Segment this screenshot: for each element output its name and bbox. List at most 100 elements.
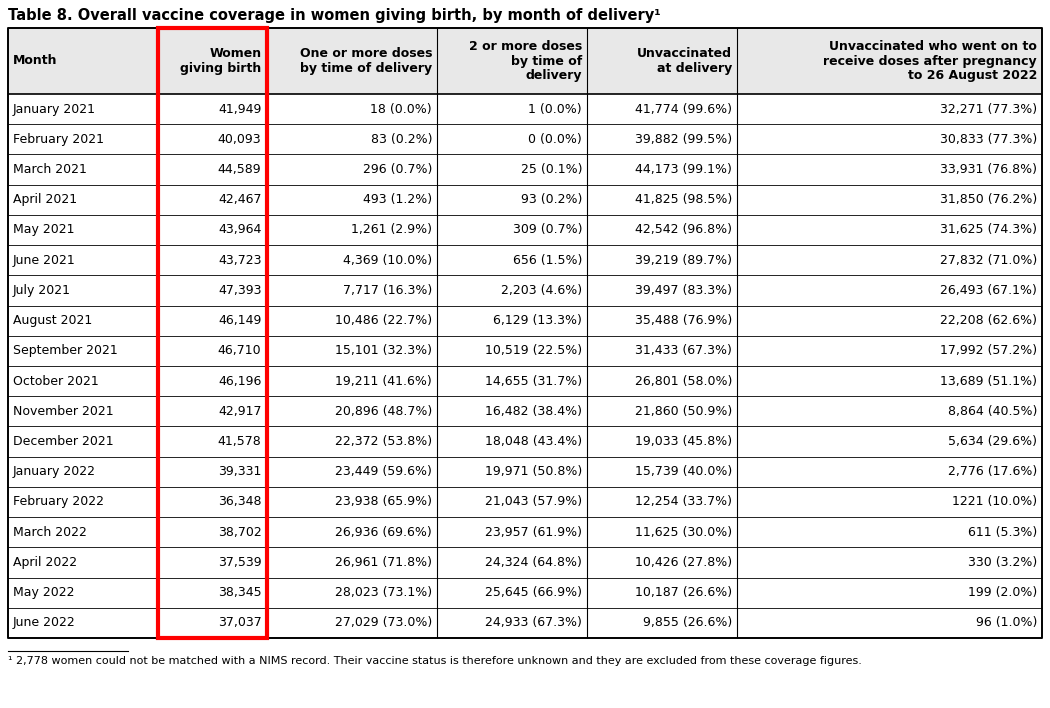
Text: February 2022: February 2022 (13, 496, 104, 508)
Text: 2,203 (4.6%): 2,203 (4.6%) (501, 284, 582, 297)
Text: ¹ 2,778 women could not be matched with a NIMS record. Their vaccine status is t: ¹ 2,778 women could not be matched with … (8, 656, 862, 666)
Text: 18 (0.0%): 18 (0.0%) (371, 103, 433, 115)
Text: 21,860 (50.9%): 21,860 (50.9%) (634, 405, 732, 418)
Text: 4,369 (10.0%): 4,369 (10.0%) (343, 253, 433, 267)
Text: 22,208 (62.6%): 22,208 (62.6%) (940, 314, 1037, 327)
Text: 5,634 (29.6%): 5,634 (29.6%) (948, 435, 1037, 448)
Text: January 2021: January 2021 (13, 103, 96, 115)
Text: 31,850 (76.2%): 31,850 (76.2%) (940, 193, 1037, 206)
Text: 41,949: 41,949 (218, 103, 261, 115)
Text: 44,589: 44,589 (218, 163, 261, 176)
Text: 36,348: 36,348 (218, 496, 261, 508)
Text: Month: Month (13, 55, 58, 67)
Text: 1 (0.0%): 1 (0.0%) (528, 103, 582, 115)
Text: April 2021: April 2021 (13, 193, 77, 206)
Text: 9,855 (26.6%): 9,855 (26.6%) (643, 617, 732, 629)
Text: March 2021: March 2021 (13, 163, 87, 176)
Text: Unvaccinated
at delivery: Unvaccinated at delivery (637, 47, 732, 75)
Text: 26,493 (67.1%): 26,493 (67.1%) (940, 284, 1037, 297)
Text: June 2021: June 2021 (13, 253, 76, 267)
Text: October 2021: October 2021 (13, 375, 99, 387)
Text: 46,196: 46,196 (218, 375, 261, 387)
Text: Unvaccinated who went on to
receive doses after pregnancy
to 26 August 2022: Unvaccinated who went on to receive dose… (823, 40, 1037, 83)
Text: 23,957 (61.9%): 23,957 (61.9%) (485, 526, 582, 539)
Bar (158, 28, 267, 638)
Text: 43,964: 43,964 (218, 224, 261, 236)
Text: 1221 (10.0%): 1221 (10.0%) (952, 496, 1037, 508)
Text: March 2022: March 2022 (13, 526, 87, 539)
Text: 44,173 (99.1%): 44,173 (99.1%) (635, 163, 732, 176)
Text: 22,372 (53.8%): 22,372 (53.8%) (335, 435, 433, 448)
Text: 12,254 (33.7%): 12,254 (33.7%) (635, 496, 732, 508)
Text: 14,655 (31.7%): 14,655 (31.7%) (485, 375, 582, 387)
Bar (8, 28, 1042, 638)
Text: 309 (0.7%): 309 (0.7%) (512, 224, 582, 236)
Text: Table 8. Overall vaccine coverage in women giving birth, by month of delivery¹: Table 8. Overall vaccine coverage in wom… (8, 8, 660, 23)
Text: 37,037: 37,037 (217, 617, 261, 629)
Text: 296 (0.7%): 296 (0.7%) (362, 163, 433, 176)
Text: 83 (0.2%): 83 (0.2%) (371, 133, 433, 146)
Text: 656 (1.5%): 656 (1.5%) (512, 253, 582, 267)
Text: 37,539: 37,539 (218, 556, 261, 569)
Text: 16,482 (38.4%): 16,482 (38.4%) (485, 405, 582, 418)
Text: May 2022: May 2022 (13, 586, 75, 599)
Text: 20,896 (48.7%): 20,896 (48.7%) (335, 405, 433, 418)
Text: One or more doses
by time of delivery: One or more doses by time of delivery (299, 47, 433, 75)
Text: 611 (5.3%): 611 (5.3%) (968, 526, 1037, 539)
Text: 8,864 (40.5%): 8,864 (40.5%) (947, 405, 1037, 418)
Text: 199 (2.0%): 199 (2.0%) (968, 586, 1037, 599)
Text: 19,033 (45.8%): 19,033 (45.8%) (635, 435, 732, 448)
Text: 38,702: 38,702 (217, 526, 261, 539)
Text: 7,717 (16.3%): 7,717 (16.3%) (343, 284, 433, 297)
Text: 38,345: 38,345 (218, 586, 261, 599)
Text: May 2021: May 2021 (13, 224, 75, 236)
Text: 17,992 (57.2%): 17,992 (57.2%) (940, 344, 1037, 358)
Text: 39,331: 39,331 (218, 465, 261, 479)
Text: June 2022: June 2022 (13, 617, 76, 629)
Text: July 2021: July 2021 (13, 284, 71, 297)
Text: 18,048 (43.4%): 18,048 (43.4%) (485, 435, 582, 448)
Text: 21,043 (57.9%): 21,043 (57.9%) (485, 496, 582, 508)
Text: 10,519 (22.5%): 10,519 (22.5%) (485, 344, 582, 358)
Text: 42,917: 42,917 (218, 405, 261, 418)
Text: April 2022: April 2022 (13, 556, 77, 569)
Text: 31,433 (67.3%): 31,433 (67.3%) (635, 344, 732, 358)
Text: 46,149: 46,149 (218, 314, 261, 327)
Text: 10,486 (22.7%): 10,486 (22.7%) (335, 314, 433, 327)
Text: 33,931 (76.8%): 33,931 (76.8%) (940, 163, 1037, 176)
Text: 42,542 (96.8%): 42,542 (96.8%) (635, 224, 732, 236)
Text: 96 (1.0%): 96 (1.0%) (975, 617, 1037, 629)
Text: 0 (0.0%): 0 (0.0%) (528, 133, 582, 146)
Text: 39,497 (83.3%): 39,497 (83.3%) (635, 284, 732, 297)
Text: November 2021: November 2021 (13, 405, 113, 418)
Text: 26,936 (69.6%): 26,936 (69.6%) (335, 526, 433, 539)
Text: 41,578: 41,578 (217, 435, 261, 448)
Text: 6,129 (13.3%): 6,129 (13.3%) (494, 314, 582, 327)
Text: 13,689 (51.1%): 13,689 (51.1%) (940, 375, 1037, 387)
Text: 39,219 (89.7%): 39,219 (89.7%) (635, 253, 732, 267)
Text: 46,710: 46,710 (218, 344, 261, 358)
Text: 25,645 (66.9%): 25,645 (66.9%) (485, 586, 582, 599)
Text: 330 (3.2%): 330 (3.2%) (968, 556, 1037, 569)
Text: 41,774 (99.6%): 41,774 (99.6%) (635, 103, 732, 115)
Text: 2 or more doses
by time of
delivery: 2 or more doses by time of delivery (468, 40, 582, 83)
Text: 2,776 (17.6%): 2,776 (17.6%) (948, 465, 1037, 479)
Text: 19,211 (41.6%): 19,211 (41.6%) (335, 375, 433, 387)
Text: September 2021: September 2021 (13, 344, 118, 358)
Text: 24,324 (64.8%): 24,324 (64.8%) (485, 556, 582, 569)
Text: 39,882 (99.5%): 39,882 (99.5%) (635, 133, 732, 146)
Text: 26,801 (58.0%): 26,801 (58.0%) (634, 375, 732, 387)
Text: 1,261 (2.9%): 1,261 (2.9%) (351, 224, 433, 236)
Text: 47,393: 47,393 (218, 284, 261, 297)
Text: 28,023 (73.1%): 28,023 (73.1%) (335, 586, 433, 599)
Text: 10,426 (27.8%): 10,426 (27.8%) (635, 556, 732, 569)
Text: 11,625 (30.0%): 11,625 (30.0%) (635, 526, 732, 539)
Text: 32,271 (77.3%): 32,271 (77.3%) (940, 103, 1037, 115)
Text: 40,093: 40,093 (218, 133, 261, 146)
Text: 42,467: 42,467 (218, 193, 261, 206)
Text: 43,723: 43,723 (218, 253, 261, 267)
Text: 15,101 (32.3%): 15,101 (32.3%) (335, 344, 433, 358)
Text: 19,971 (50.8%): 19,971 (50.8%) (485, 465, 582, 479)
Text: 30,833 (77.3%): 30,833 (77.3%) (940, 133, 1037, 146)
Text: February 2021: February 2021 (13, 133, 104, 146)
